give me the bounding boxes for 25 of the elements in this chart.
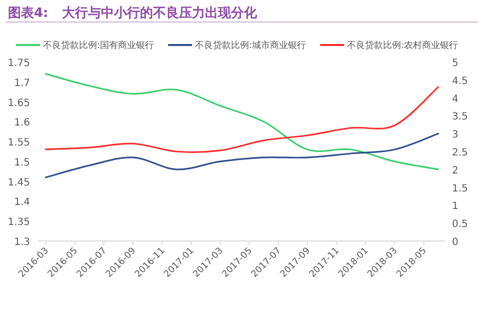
y2-tick-label: 2.5	[452, 148, 468, 158]
y-tick-label: 1.6	[14, 118, 30, 129]
y2-tick-label: 0	[452, 237, 458, 248]
y-tick-label: 1.7	[14, 78, 30, 89]
y2-tick-label: 2	[452, 165, 458, 176]
y-tick-label: 1.5	[14, 157, 30, 168]
y2-tick-label: 1	[452, 201, 458, 212]
y-tick-label: 1.35	[8, 217, 30, 228]
y-tick-label: 1.55	[8, 138, 30, 149]
y-tick-label: 1.3	[14, 237, 30, 248]
y-tick-label: 1.45	[8, 177, 30, 188]
y2-tick-label: 5	[452, 58, 458, 69]
y-tick-label: 1.75	[8, 58, 30, 69]
y2-tick-label: 3	[452, 130, 458, 141]
y2-tick-label: 4	[452, 94, 458, 105]
y-tick-label: 1.4	[14, 197, 30, 208]
legend-label: 不良贷款比例:城市商业银行	[195, 40, 306, 51]
chart-title: 图表4: 大行与中小行的不良压力出现分化	[8, 5, 258, 21]
y2-tick-label: 3.5	[452, 112, 468, 123]
y2-tick-label: 1.5	[452, 183, 468, 194]
legend-label: 不良贷款比例:农村商业银行	[347, 40, 458, 51]
y2-tick-label: 4.5	[452, 76, 468, 87]
y-tick-label: 1.65	[8, 98, 30, 109]
legend-label: 不良贷款比例:国有商业银行	[43, 40, 154, 51]
y2-tick-label: 0.5	[452, 219, 468, 230]
